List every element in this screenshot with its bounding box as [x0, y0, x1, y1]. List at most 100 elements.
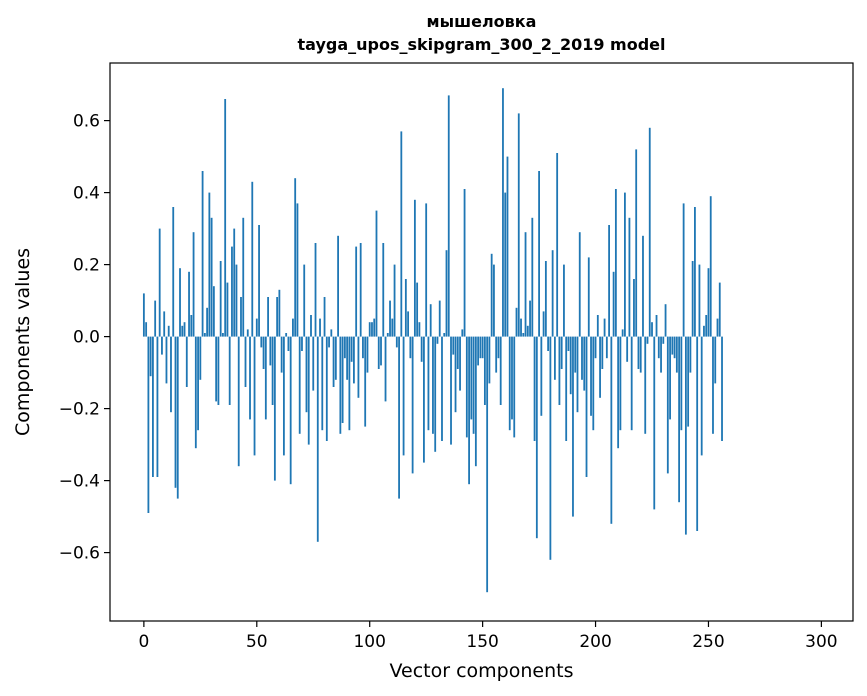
- bar: [474, 336, 477, 467]
- bar: [244, 336, 247, 387]
- bar: [463, 189, 466, 337]
- y-tick-label: 0.4: [73, 184, 100, 204]
- bar: [721, 336, 723, 441]
- bar: [210, 217, 213, 337]
- bar: [384, 336, 387, 402]
- bar: [353, 336, 355, 384]
- bar: [357, 336, 360, 398]
- bar: [445, 250, 448, 337]
- bar: [373, 318, 376, 337]
- bar: [675, 336, 678, 373]
- bar: [269, 336, 272, 366]
- bar: [402, 336, 405, 456]
- bar: [185, 336, 188, 387]
- bar: [628, 217, 631, 337]
- bar: [698, 264, 701, 337]
- bar: [499, 336, 502, 405]
- bar: [332, 336, 335, 387]
- bar: [653, 336, 656, 510]
- bar: [346, 336, 349, 380]
- bar: [712, 336, 714, 434]
- bar: [404, 279, 407, 337]
- bar: [542, 311, 545, 337]
- bar: [639, 336, 642, 373]
- bar: [165, 336, 168, 384]
- bar: [497, 336, 500, 359]
- y-tick-label: −0.2: [59, 400, 100, 420]
- bar: [680, 336, 683, 431]
- bar: [190, 315, 193, 337]
- bar: [188, 271, 190, 337]
- bar: [294, 178, 297, 337]
- bar: [454, 336, 457, 413]
- bar: [637, 336, 640, 369]
- x-tick-label: 200: [579, 632, 611, 652]
- bar: [624, 192, 626, 337]
- bar: [235, 264, 238, 337]
- bar: [167, 325, 170, 337]
- bar: [423, 336, 425, 463]
- y-axis-label: Components values: [12, 248, 34, 436]
- bar: [201, 171, 204, 337]
- bar: [596, 315, 599, 337]
- bar: [547, 336, 550, 351]
- bar: [648, 127, 651, 337]
- bar: [678, 336, 681, 503]
- bar: [513, 336, 516, 438]
- bar: [348, 336, 351, 431]
- bar: [479, 336, 482, 359]
- bar: [662, 336, 665, 344]
- x-tick-label: 50: [246, 632, 268, 652]
- bar: [249, 336, 251, 420]
- chart-subtitle: tayga_upos_skipgram_300_2_2019 model: [297, 35, 666, 54]
- bar: [183, 322, 186, 337]
- bar: [538, 171, 540, 337]
- bar: [310, 315, 312, 337]
- y-tick-label: 0.2: [73, 256, 100, 276]
- bar: [535, 336, 538, 539]
- bar: [145, 322, 148, 337]
- bar: [456, 336, 459, 369]
- bar: [563, 264, 565, 337]
- bar: [450, 336, 452, 445]
- bar: [296, 203, 299, 337]
- bar: [608, 225, 610, 337]
- bar: [472, 336, 475, 434]
- bar: [420, 336, 423, 362]
- bar: [154, 300, 157, 337]
- bar: [364, 336, 367, 427]
- bar: [660, 336, 662, 373]
- bar: [400, 131, 403, 337]
- bar: [687, 336, 690, 427]
- bar: [199, 336, 202, 380]
- bar: [285, 333, 288, 337]
- bar: [231, 246, 233, 337]
- bar: [305, 336, 308, 413]
- bar: [594, 336, 597, 359]
- bar: [481, 336, 484, 359]
- bar: [508, 336, 511, 431]
- bar: [215, 336, 218, 402]
- bar: [273, 336, 276, 481]
- bar: [386, 333, 389, 337]
- bar: [228, 336, 231, 405]
- bar: [621, 329, 624, 337]
- x-axis: 0 50 100 150 200 250 300: [138, 621, 838, 652]
- bar: [569, 336, 572, 395]
- bar: [359, 243, 362, 337]
- bar: [194, 336, 197, 449]
- bar: [603, 318, 606, 337]
- bar: [585, 336, 588, 477]
- bar: [292, 318, 294, 337]
- bar: [434, 336, 437, 452]
- bar: [520, 318, 522, 337]
- bar: [325, 336, 328, 441]
- bar: [718, 282, 721, 337]
- y-tick-label: −0.6: [59, 544, 100, 564]
- bar: [544, 261, 547, 337]
- bar: [642, 235, 644, 337]
- bar: [483, 336, 486, 405]
- bar: [172, 207, 175, 337]
- bar: [264, 336, 267, 420]
- bar: [673, 336, 676, 359]
